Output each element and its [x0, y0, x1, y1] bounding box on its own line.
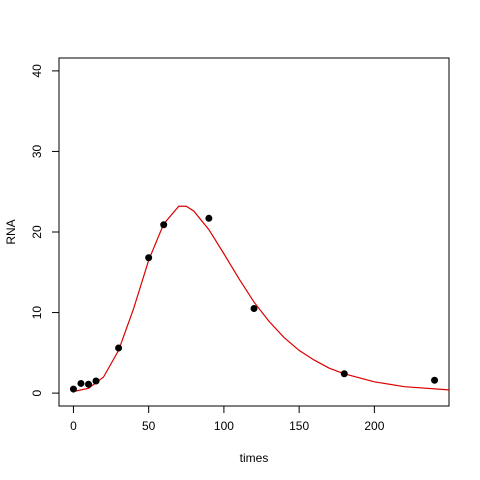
data-point: [69, 385, 77, 393]
data-point: [145, 254, 153, 262]
x-axis-title: times: [240, 451, 269, 465]
y-tick-label: 30: [30, 144, 44, 158]
x-tick-label: 0: [70, 419, 77, 433]
data-point: [160, 221, 168, 229]
data-point: [92, 377, 100, 385]
y-tick-label: 20: [30, 225, 44, 239]
x-tick-label: 200: [364, 419, 384, 433]
y-tick-label: 40: [30, 64, 44, 78]
y-tick-label: 10: [30, 306, 44, 320]
data-point: [205, 214, 213, 222]
y-tick-label: 0: [30, 389, 44, 396]
y-axis-title: RNA: [4, 219, 18, 244]
plot-box: [58, 57, 450, 407]
data-point: [77, 379, 85, 387]
data-point: [84, 380, 92, 388]
x-tick-label: 150: [289, 419, 309, 433]
data-point: [250, 305, 258, 313]
data-point: [431, 376, 439, 384]
x-tick-label: 100: [214, 419, 234, 433]
x-tick-label: 50: [142, 419, 156, 433]
data-point: [115, 344, 123, 352]
data-point: [340, 370, 348, 378]
fit-line: [73, 205, 450, 393]
